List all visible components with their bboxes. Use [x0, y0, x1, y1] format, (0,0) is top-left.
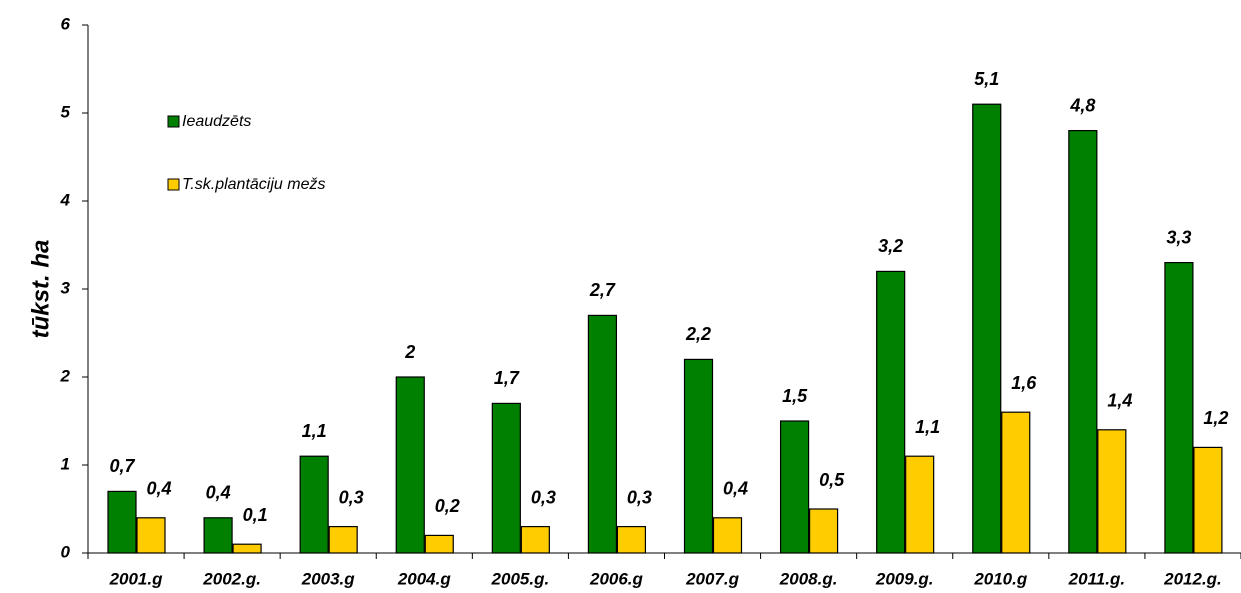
x-tick-label: 2008.g.	[779, 569, 838, 588]
bar	[328, 525, 358, 554]
bar	[107, 490, 137, 554]
value-label: 3,3	[1166, 227, 1191, 247]
x-tick-label: 2005.g.	[491, 569, 550, 588]
bar	[232, 543, 262, 554]
bar	[876, 270, 906, 554]
y-tick-label: 3	[61, 278, 71, 297]
legend-label: Ieaudzēts	[182, 113, 251, 130]
legend-swatch	[167, 115, 180, 128]
value-label: 0,7	[109, 456, 135, 476]
x-tick-label: 2001.g	[109, 569, 164, 588]
bar	[520, 525, 550, 554]
y-tick-label: 2	[60, 366, 71, 385]
bar	[779, 420, 810, 554]
value-label: 0,4	[206, 483, 231, 503]
bar	[905, 455, 935, 554]
value-label: 1,4	[1107, 391, 1132, 411]
value-label: 0,4	[146, 479, 171, 499]
value-label: 4,8	[1069, 95, 1095, 115]
bar	[1193, 446, 1223, 554]
legend-label: T.sk.plantāciju mežs	[182, 176, 325, 193]
x-tick-label: 2006.g	[589, 569, 644, 588]
bar	[616, 525, 647, 554]
bar	[203, 517, 233, 554]
x-tick-label: 2007.g	[685, 569, 740, 588]
x-tick-label: 2012.g.	[1163, 569, 1222, 588]
legend-swatch	[167, 178, 180, 191]
value-label: 1,2	[1203, 408, 1228, 428]
bar	[299, 455, 329, 554]
bar	[587, 314, 618, 554]
bar	[136, 517, 166, 554]
value-label: 1,5	[782, 386, 808, 406]
bar	[1001, 411, 1031, 554]
bar	[424, 534, 454, 554]
y-tick-label: 0	[61, 542, 71, 561]
x-tick-label: 2003.g	[301, 569, 356, 588]
x-tick-label: 2002.g.	[202, 569, 261, 588]
x-tick-label: 2009.g.	[875, 569, 934, 588]
x-tick-label: 2004.g	[397, 569, 452, 588]
x-tick-label: 2010.g	[973, 569, 1028, 588]
value-label: 0,2	[435, 496, 460, 516]
value-label: 1,1	[302, 421, 327, 441]
bar	[1068, 130, 1098, 554]
value-label: 2,2	[685, 324, 711, 344]
value-label: 0,1	[243, 505, 268, 525]
value-label: 0,3	[531, 487, 556, 507]
value-label: 0,3	[339, 487, 364, 507]
value-label: 2,7	[589, 280, 616, 300]
bar	[683, 358, 714, 554]
bar	[972, 103, 1002, 554]
value-label: 0,4	[723, 479, 748, 499]
bar	[712, 517, 743, 554]
value-label: 1,6	[1011, 373, 1037, 393]
bar	[1097, 429, 1127, 554]
bar	[1164, 262, 1194, 554]
value-label: 0,5	[819, 470, 845, 490]
value-label: 5,1	[974, 69, 999, 89]
bar	[808, 508, 839, 554]
bar	[395, 376, 425, 554]
value-label: 0,3	[627, 487, 652, 507]
value-label: 3,2	[878, 236, 903, 256]
y-tick-label: 4	[60, 190, 71, 209]
value-label: 2	[404, 342, 415, 362]
y-tick-label: 6	[61, 14, 71, 33]
value-label: 1,1	[915, 417, 940, 437]
bar	[491, 402, 521, 554]
value-label: 1,7	[494, 368, 520, 388]
x-tick-label: 2011.g.	[1068, 569, 1125, 588]
y-tick-label: 1	[61, 454, 70, 473]
y-axis-label: tūkst. ha	[27, 240, 54, 339]
y-tick-label: 5	[61, 102, 71, 121]
